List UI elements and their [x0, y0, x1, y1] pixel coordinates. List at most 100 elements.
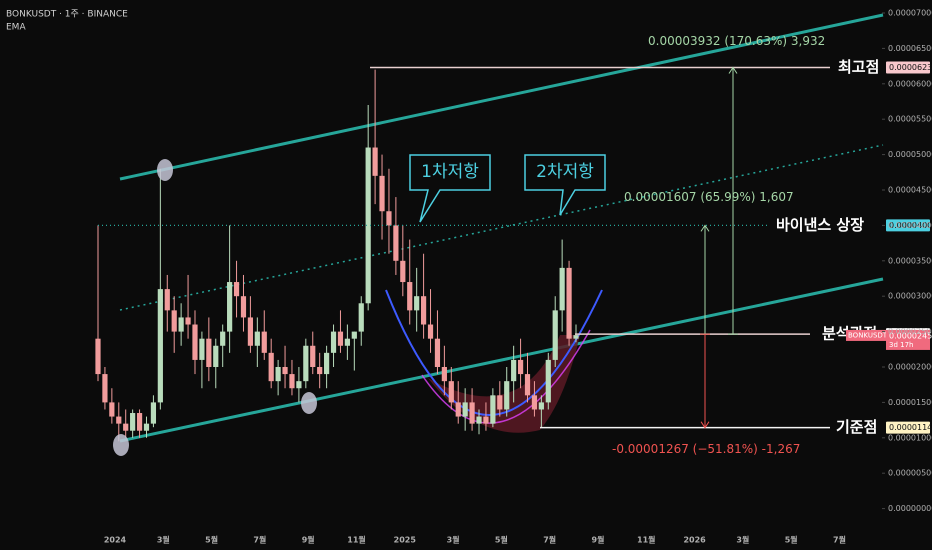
cup-curve-blue: [385, 289, 603, 416]
candle-body: [365, 147, 371, 304]
candle-body: [247, 317, 254, 346]
candle-body: [240, 296, 247, 318]
candle-body: [116, 416, 122, 424]
channel-mid: [119, 144, 884, 311]
x-tick-label: 9월: [302, 535, 315, 545]
x-tick-label: 2024: [104, 536, 127, 545]
y-tick-label: 0.00000500: [888, 469, 932, 478]
candle-body: [95, 338, 101, 375]
y-tick-label: 0.00000000: [888, 504, 932, 513]
price-level-name: 기준점: [836, 418, 877, 436]
candle-body: [462, 402, 468, 417]
candle-body: [310, 345, 316, 367]
candle-body: [185, 317, 191, 325]
candle-body: [254, 331, 260, 346]
candle-body: [199, 338, 205, 360]
candle-body: [552, 310, 558, 360]
candle-body: [490, 395, 496, 424]
candle-body: [566, 267, 572, 339]
measure-label: 0.00001607 (65.99%) 1,607: [624, 190, 794, 204]
candle-body: [282, 367, 288, 375]
candle-body: [448, 381, 454, 403]
candle-body: [545, 359, 551, 403]
x-tick-label: 11월: [637, 535, 656, 545]
last-price-box: [886, 329, 930, 350]
candle-body: [143, 423, 150, 431]
candle-body: [476, 416, 482, 424]
measure-label: 0.00003932 (170.63%) 3,932: [648, 34, 825, 48]
last-price-symbol: BONKUSDT: [848, 331, 888, 339]
measure-arrowhead: [700, 421, 710, 429]
channel-lower: [119, 277, 884, 443]
candle-body: [317, 367, 323, 375]
candle-body: [469, 402, 475, 424]
candle-body: [171, 310, 177, 332]
price-box-label: 0.00001143: [889, 423, 932, 432]
y-tick-label: 0.00004500: [888, 186, 932, 195]
channel-upper: [119, 13, 884, 181]
y-tick-label: 0.00003500: [888, 256, 932, 265]
price-level-name: 최고점: [838, 58, 879, 76]
candle-body: [483, 416, 489, 424]
x-tick-label: 7월: [253, 535, 266, 545]
candle-body: [330, 331, 337, 353]
x-tick-label: 3월: [736, 535, 749, 545]
countdown: 3d 17h: [889, 341, 913, 349]
candle-body: [372, 147, 378, 176]
y-tick-label: 0.00007000: [888, 9, 932, 18]
y-tick-label: 0.00006500: [888, 44, 932, 53]
cup-curve-red: [421, 329, 591, 424]
candle-body: [192, 324, 198, 360]
x-tick-label: 5월: [495, 535, 508, 545]
candle-body: [379, 175, 385, 212]
x-tick-label: 7월: [543, 535, 556, 545]
candle-body: [102, 374, 108, 403]
x-tick-label: 7월: [833, 535, 846, 545]
candle-body: [233, 282, 240, 297]
y-tick-label: 0.00004000: [888, 221, 932, 230]
candle-body: [511, 359, 517, 382]
price-box: [886, 421, 930, 434]
candle-body: [559, 267, 565, 311]
x-tick-label: 11월: [347, 535, 366, 545]
candle-body: [504, 381, 510, 410]
candle-body: [531, 395, 538, 410]
price-level-name: 바이낸스 상장: [776, 216, 864, 234]
candle-body: [123, 423, 129, 431]
price-box-label: 0.00004000: [889, 221, 932, 230]
candle-body: [303, 345, 309, 382]
candle-body: [136, 413, 143, 431]
y-tick-label: 0.00005500: [888, 115, 932, 124]
candle-body: [275, 367, 281, 382]
candle-body: [434, 338, 441, 367]
candle-body: [455, 402, 461, 417]
x-tick-label: 5월: [785, 535, 798, 545]
candle-body: [358, 303, 364, 332]
y-tick-label: 0.00001000: [888, 433, 932, 442]
measure-arrowhead: [700, 224, 710, 232]
candle-body: [497, 395, 503, 410]
candle-body: [420, 296, 427, 325]
y-tick-label: 0.00006000: [888, 79, 932, 88]
candle-body: [524, 374, 531, 396]
candle-body: [157, 289, 163, 403]
candle-body: [109, 402, 115, 417]
x-tick-label: 9월: [592, 535, 605, 545]
candle-body: [150, 402, 157, 424]
measure-arrowhead: [728, 66, 738, 74]
price-box: [886, 219, 930, 232]
callout-text: 1차저항: [421, 162, 479, 182]
y-tick-label: 0.00003000: [888, 292, 932, 301]
candle-body: [324, 352, 330, 375]
measure-label: -0.00001267 (−51.81%) -1,267: [612, 442, 800, 456]
candle-body: [441, 367, 447, 382]
candle-body: [414, 296, 420, 311]
callout-text: 2차저항: [536, 162, 594, 182]
last-price-box: [846, 329, 886, 341]
candle-body: [130, 413, 136, 431]
